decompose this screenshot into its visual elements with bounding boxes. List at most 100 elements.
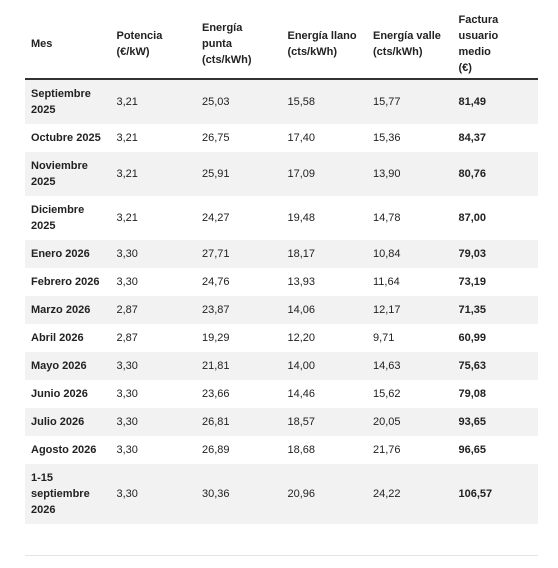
value-cell: 20,96: [281, 464, 367, 524]
month-cell: Noviembre 2025: [25, 152, 111, 196]
table-row: Agosto 2026 3,30 26,89 18,68 21,76 96,65: [25, 436, 538, 464]
header-line: punta: [202, 38, 232, 50]
value-cell: 14,06: [281, 296, 367, 324]
table-row: Enero 2026 3,30 27,71 18,17 10,84 79,03: [25, 240, 538, 268]
value-cell: 93,65: [452, 408, 538, 436]
value-cell: 75,63: [452, 352, 538, 380]
month-cell: Septiembre 2025: [25, 79, 111, 124]
value-cell: 21,76: [373, 444, 401, 456]
month-cell: Junio 2026: [31, 388, 88, 400]
value-cell: 23,66: [202, 388, 230, 400]
value-cell: 15,77: [367, 79, 453, 124]
table-row: Mayo 2026 3,30 21,81 14,00 14,63 75,63: [25, 352, 538, 380]
value-cell: 81,49: [452, 79, 538, 124]
value-cell: 21,81: [196, 352, 282, 380]
table-row: Abril 2026 2,87 19,29 12,20 9,71 60,99: [25, 324, 538, 352]
header-cell: Factura usuario medio (€): [452, 10, 538, 80]
value-cell: 18,17: [281, 240, 367, 268]
value-cell: 18,57: [281, 408, 367, 436]
value-cell: 96,65: [458, 444, 487, 456]
price-table: Mes Potencia (€/kW) Energía punta (cts/kWh) En…: [25, 10, 538, 524]
header-line: Mes: [31, 38, 53, 50]
header-line: usuario: [458, 30, 499, 42]
value-cell: 3,30: [110, 408, 196, 436]
month-cell: Octubre 2025: [31, 132, 101, 144]
value-cell: 79,08: [458, 388, 487, 400]
value-cell: 3,21: [110, 152, 196, 196]
value-cell: 19,29: [202, 332, 230, 344]
value-cell: 3,21: [116, 132, 138, 144]
header-line: (€): [458, 62, 472, 74]
header-cell: Energía punta (cts/kWh): [196, 10, 282, 80]
value-cell: 14,63: [367, 352, 453, 380]
table-row: Noviembre 2025 3,21 25,91 17,09 13,90 80,76: [25, 152, 538, 196]
value-cell: 60,99: [458, 332, 487, 344]
value-cell: 27,71: [196, 240, 282, 268]
value-cell: 106,57: [452, 464, 538, 524]
value-cell: 14,46: [287, 388, 316, 400]
value-cell: 18,68: [287, 444, 316, 456]
value-cell: 24,22: [367, 464, 453, 524]
value-cell: 24,76: [202, 276, 230, 288]
value-cell: 2,87: [116, 332, 138, 344]
month-cell: Mayo 2026: [25, 352, 111, 380]
header-line: (€/kW): [116, 46, 150, 58]
value-cell: 84,37: [458, 132, 487, 144]
value-cell: 9,71: [373, 332, 395, 344]
value-cell: 15,36: [373, 132, 401, 144]
value-cell: 87,00: [458, 212, 487, 224]
table-body: Septiembre 2025 3,21 25,03 15,58 15,77 81,49 O…: [25, 79, 538, 524]
value-cell: 73,19: [458, 276, 487, 288]
bottom-rule: [25, 555, 538, 556]
value-cell: 19,48: [287, 212, 316, 224]
value-cell: 71,35: [452, 296, 538, 324]
value-cell: 30,36: [196, 464, 282, 524]
value-cell: 3,30: [110, 352, 196, 380]
value-cell: 23,87: [196, 296, 282, 324]
value-cell: 3,30: [116, 388, 138, 400]
value-cell: 79,03: [452, 240, 538, 268]
value-cell: 14,78: [373, 212, 401, 224]
value-cell: 80,76: [452, 152, 538, 196]
value-cell: 15,62: [373, 388, 401, 400]
value-cell: 26,89: [202, 444, 230, 456]
header-line: medio: [458, 46, 491, 58]
header-line: Energía: [202, 22, 243, 34]
table-row: Octubre 2025 3,21 26,75 17,40 15,36 84,37: [25, 124, 538, 152]
value-cell: 20,05: [367, 408, 453, 436]
table-container: Mes Potencia (€/kW) Energía punta (cts/kWh) En…: [25, 10, 538, 524]
month-cell: 1-15 septiembre 2026: [25, 464, 111, 524]
value-cell: 3,30: [116, 276, 138, 288]
value-cell: 11,64: [373, 276, 400, 288]
header-cell: Potencia (€/kW): [110, 10, 196, 80]
value-cell: 26,81: [196, 408, 282, 436]
value-cell: 17,09: [281, 152, 367, 196]
value-cell: 13,93: [287, 276, 316, 288]
month-cell: Agosto 2026: [31, 444, 97, 456]
value-cell: 3,30: [116, 444, 138, 456]
header-line: Energía valle: [373, 30, 441, 42]
value-cell: 25,03: [196, 79, 282, 124]
month-cell: Abril 2026: [31, 332, 84, 344]
header-cell: Energía llano (cts/kWh): [281, 10, 367, 80]
value-cell: 24,27: [202, 212, 230, 224]
value-cell: 2,87: [110, 296, 196, 324]
month-cell: Febrero 2026: [31, 276, 100, 288]
value-cell: 3,30: [110, 464, 196, 524]
value-cell: 3,21: [116, 212, 138, 224]
value-cell: 14,00: [281, 352, 367, 380]
value-cell: 3,21: [110, 79, 196, 124]
month-cell: Julio 2026: [25, 408, 111, 436]
month-cell: Diciembre 2025: [31, 204, 85, 232]
header-line: (cts/kWh): [202, 54, 252, 66]
header-line: (cts/kWh): [373, 46, 423, 58]
table-row: Septiembre 2025 3,21 25,03 15,58 15,77 81,49: [25, 79, 538, 124]
table-row: Diciembre 2025 3,21 24,27 19,48 14,78 87,00: [25, 196, 538, 240]
header-cell: Mes: [25, 10, 111, 80]
table-row: 1-15 septiembre 2026 3,30 30,36 20,96 24,22 1…: [25, 464, 538, 524]
value-cell: 15,58: [281, 79, 367, 124]
header-line: Potencia: [116, 30, 163, 42]
value-cell: 3,30: [110, 240, 196, 268]
value-cell: 10,84: [367, 240, 453, 268]
table-row: Marzo 2026 2,87 23,87 14,06 12,17 71,35: [25, 296, 538, 324]
